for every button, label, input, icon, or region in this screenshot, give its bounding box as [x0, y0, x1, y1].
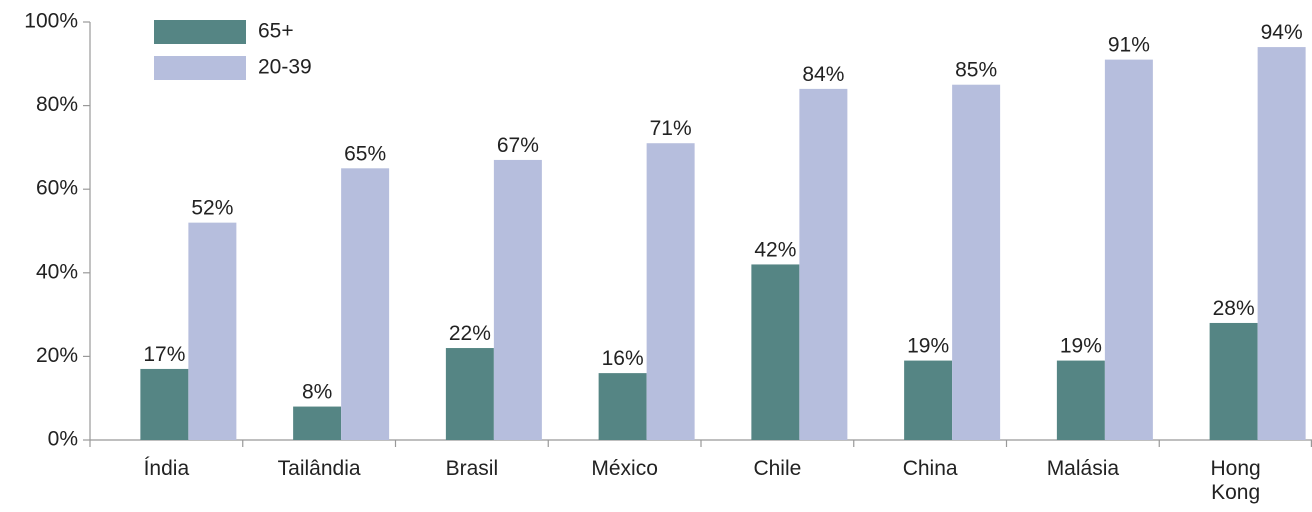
data-label-20-39-malasia: 91% [1108, 34, 1150, 57]
legend: 65+ 20-39 [154, 20, 312, 80]
data-label-20-39-chile: 84% [802, 63, 844, 86]
y-tick-label: 0% [48, 428, 78, 451]
bar-65-malasia [1056, 360, 1105, 440]
y-tick-label: 40% [36, 260, 78, 283]
bar-20-39-india [188, 222, 237, 440]
bar-20-39-brasil [493, 159, 542, 440]
data-label-20-39-brasil: 67% [497, 134, 539, 157]
data-label-20-39-china: 85% [955, 59, 997, 82]
y-tick-label: 60% [36, 177, 78, 200]
x-tick-label-brasil: Brasil [446, 457, 499, 480]
bar-65-chile [751, 264, 800, 440]
data-label-65-india: 17% [143, 343, 185, 366]
x-tick-label-india: Índia [144, 457, 190, 480]
x-tick-label-tailandia: Tailândia [278, 457, 361, 480]
data-label-65-malasia: 19% [1060, 335, 1102, 358]
data-label-65-mexico: 16% [602, 347, 644, 370]
x-tick-label-china: China [903, 457, 958, 480]
bar-65-brasil [445, 348, 494, 440]
data-label-20-39-india: 52% [191, 197, 233, 220]
data-label-20-39-hong-kong: 94% [1261, 21, 1303, 44]
bar-65-china [904, 360, 953, 440]
bar-20-39-tailandia [341, 168, 390, 441]
bar-20-39-hong-kong [1257, 47, 1306, 440]
bar-65-india [140, 368, 189, 440]
bars [140, 47, 1306, 441]
data-label-65-china: 19% [907, 335, 949, 358]
x-tick-label-hong-kong: Hong Kong [1211, 457, 1261, 504]
bar-65-hong-kong [1209, 322, 1258, 440]
data-label-65-chile: 42% [754, 238, 796, 261]
x-tick-label-chile: Chile [753, 457, 801, 480]
data-label-65-tailandia: 8% [302, 381, 332, 404]
y-tick-label: 100% [24, 10, 78, 33]
x-tick-label-line: Kong [1211, 481, 1260, 504]
bar-65-tailandia [293, 406, 342, 440]
legend-swatch-65 [154, 20, 246, 44]
data-label-20-39-mexico: 71% [650, 117, 692, 140]
legend-label-65: 65+ [258, 20, 294, 43]
data-label-65-hong-kong: 28% [1213, 297, 1255, 320]
legend-label-20-39: 20-39 [258, 56, 312, 79]
bar-20-39-mexico [646, 143, 695, 440]
x-tick-label-mexico: México [591, 457, 658, 480]
data-label-65-brasil: 22% [449, 322, 491, 345]
bar-65-mexico [598, 373, 647, 440]
x-tick-label-line: Hong [1211, 457, 1261, 480]
legend-swatch-20-39 [154, 56, 246, 80]
y-tick-label: 20% [36, 344, 78, 367]
bar-20-39-china [952, 84, 1001, 440]
y-tick-label: 80% [36, 93, 78, 116]
bar-20-39-malasia [1104, 59, 1153, 441]
labels: 17% 52% 8% 65% 22% 67% 16% 71% 42% 84% 19% 85% 19% 91… [143, 21, 1302, 403]
bar-20-39-chile [799, 88, 848, 440]
axes: 0% 20% 40% 60% 80% 100% Índia Tailândia Brasil Mé… [24, 10, 1312, 504]
x-tick-label-malasia: Malásia [1047, 457, 1120, 480]
data-label-20-39-tailandia: 65% [344, 142, 386, 165]
